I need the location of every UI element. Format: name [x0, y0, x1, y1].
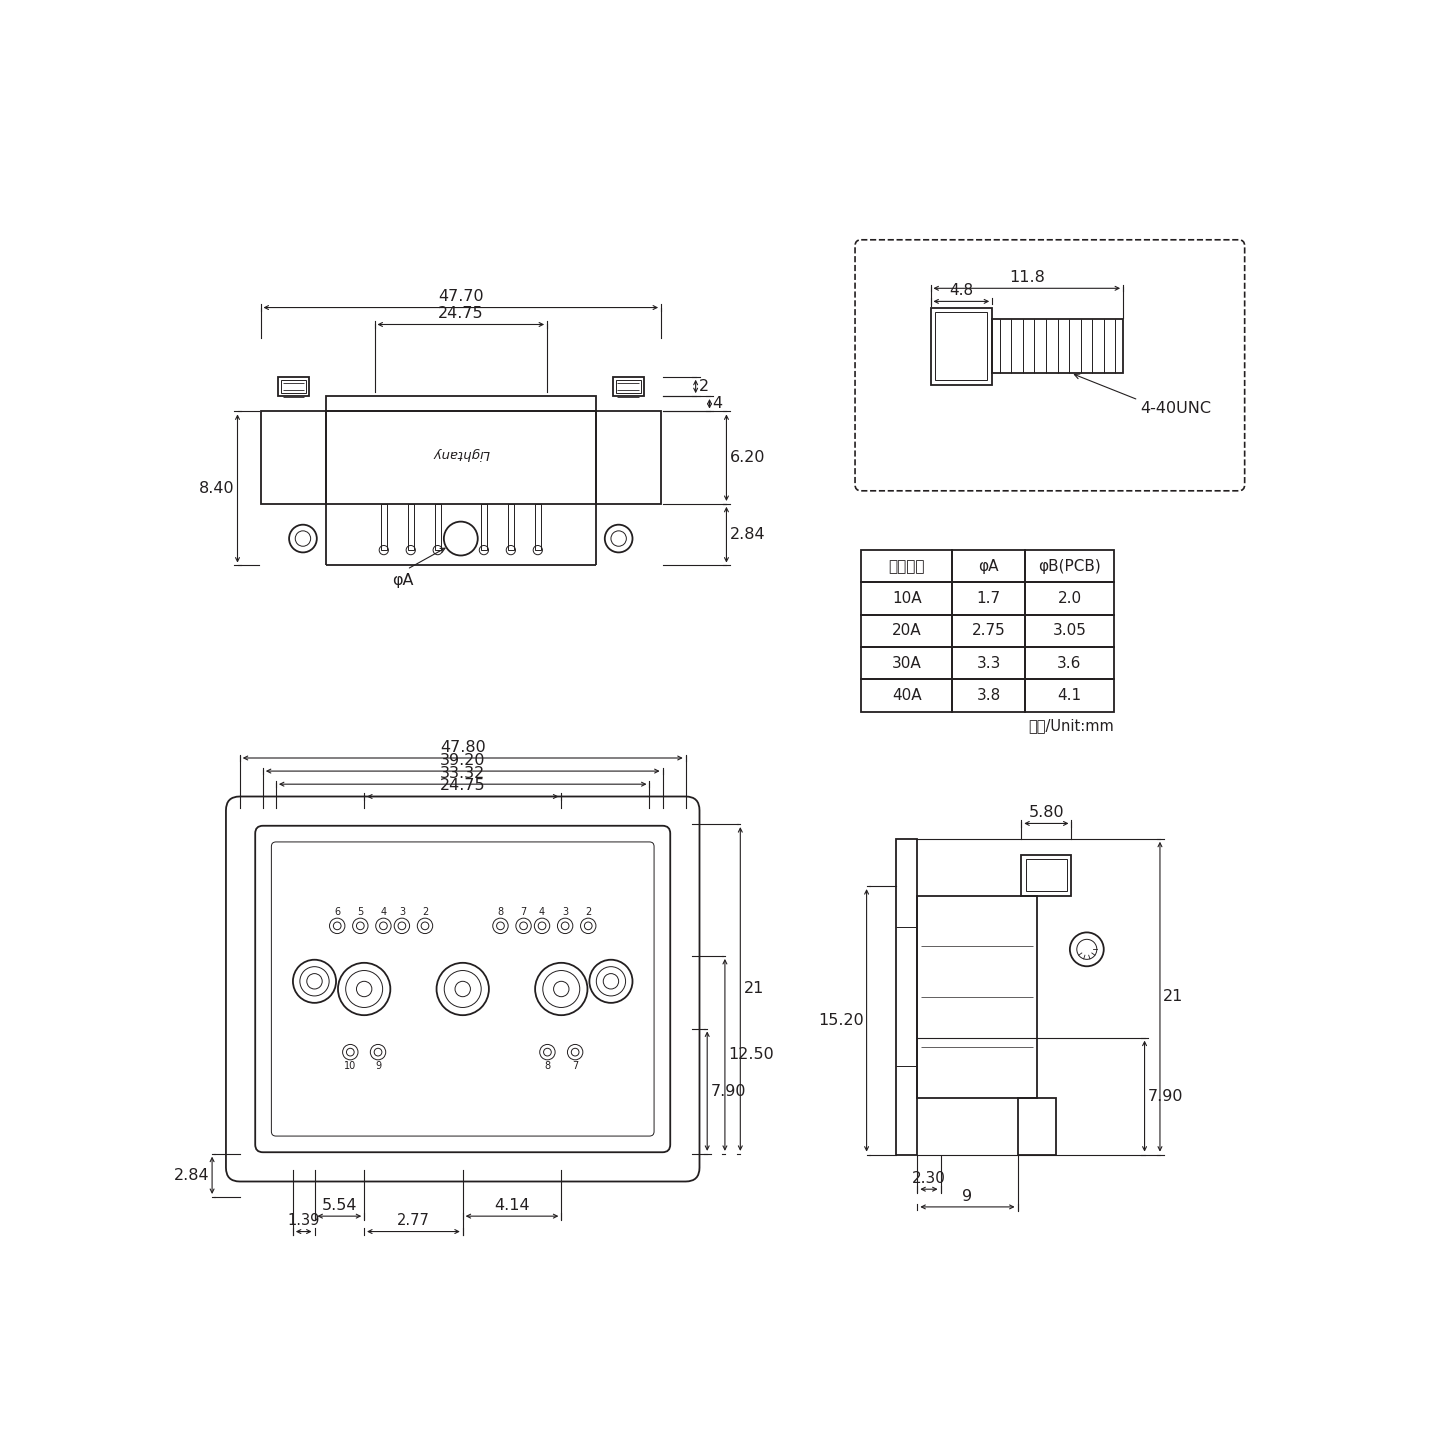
Text: 5.80: 5.80 [1028, 805, 1064, 821]
Bar [613, 377, 644, 396]
Text: 4-40UNC: 4-40UNC [1140, 402, 1211, 416]
Text: Lightany: Lightany [432, 448, 490, 461]
Text: 12.50: 12.50 [729, 1047, 773, 1063]
Text: 10A: 10A [891, 590, 922, 606]
Text: 7.90: 7.90 [710, 1084, 746, 1099]
Text: 10: 10 [344, 1061, 357, 1071]
Bar [952, 582, 1025, 615]
Text: 21: 21 [743, 982, 763, 996]
Text: 15.20: 15.20 [818, 1012, 864, 1028]
Text: 4.8: 4.8 [949, 284, 973, 298]
Text: 20A: 20A [891, 624, 922, 638]
Text: 4.14: 4.14 [494, 1198, 530, 1212]
Bar [861, 680, 952, 711]
Text: 2: 2 [422, 907, 428, 917]
Text: 6: 6 [334, 907, 340, 917]
Bar [861, 582, 952, 615]
Bar [408, 504, 413, 550]
Text: 3.8: 3.8 [976, 688, 1001, 703]
Text: 3.6: 3.6 [1057, 655, 1081, 671]
Text: φA: φA [392, 573, 413, 588]
Bar [952, 680, 1025, 711]
Text: 4: 4 [539, 907, 546, 917]
Text: 1.7: 1.7 [976, 590, 1001, 606]
Text: 30A: 30A [891, 655, 922, 671]
Text: 47.80: 47.80 [439, 740, 485, 755]
Text: 7: 7 [520, 907, 527, 917]
Text: 5.54: 5.54 [321, 1198, 357, 1212]
Bar [1025, 860, 1067, 891]
Bar [952, 647, 1025, 680]
Text: 2.84: 2.84 [173, 1168, 209, 1182]
Text: 24.75: 24.75 [438, 307, 484, 321]
Bar [992, 320, 1123, 373]
Bar [1021, 854, 1071, 896]
Text: 2.84: 2.84 [730, 527, 765, 543]
Bar [861, 647, 952, 680]
Bar [1025, 615, 1113, 647]
Text: 3.3: 3.3 [976, 655, 1001, 671]
Text: 额定电流: 额定电流 [888, 559, 924, 573]
Bar [896, 840, 917, 1155]
Text: 9: 9 [962, 1189, 972, 1204]
Bar [861, 615, 952, 647]
Text: 39.20: 39.20 [441, 753, 485, 768]
Text: 4: 4 [380, 907, 386, 917]
Bar [917, 896, 1037, 1097]
Text: 6.20: 6.20 [730, 451, 765, 465]
Bar [1025, 550, 1113, 582]
Bar [534, 504, 541, 550]
Text: 7: 7 [572, 1061, 579, 1071]
Text: 33.32: 33.32 [441, 766, 485, 780]
Text: 2.0: 2.0 [1057, 590, 1081, 606]
Text: 2.77: 2.77 [397, 1214, 431, 1228]
Bar [508, 504, 514, 550]
Text: 4: 4 [713, 396, 723, 412]
Bar [481, 504, 487, 550]
Text: 2.75: 2.75 [972, 624, 1005, 638]
Bar [861, 550, 952, 582]
Text: 单位/Unit:mm: 单位/Unit:mm [1028, 719, 1113, 733]
Bar [952, 615, 1025, 647]
Bar [930, 308, 992, 384]
Text: 47.70: 47.70 [438, 289, 484, 304]
Text: 3: 3 [562, 907, 569, 917]
Text: 2: 2 [585, 907, 592, 917]
Text: 1.39: 1.39 [288, 1214, 320, 1228]
Bar [952, 550, 1025, 582]
Text: 7.90: 7.90 [1148, 1089, 1184, 1103]
Bar [1025, 647, 1113, 680]
Text: 2: 2 [698, 379, 708, 395]
Text: 21: 21 [1164, 989, 1184, 1004]
Bar [1018, 1097, 1056, 1155]
Bar [1025, 582, 1113, 615]
Bar [1025, 680, 1113, 711]
Bar [325, 412, 596, 504]
Bar [261, 412, 325, 504]
Text: 5: 5 [357, 907, 363, 917]
Bar [596, 412, 661, 504]
Bar [435, 504, 441, 550]
Text: 3: 3 [399, 907, 405, 917]
Bar [278, 377, 308, 396]
Text: 9: 9 [374, 1061, 382, 1071]
Text: φA: φA [978, 559, 999, 573]
Text: 8: 8 [544, 1061, 550, 1071]
Text: 2.30: 2.30 [912, 1171, 946, 1187]
Text: φB(PCB): φB(PCB) [1038, 559, 1100, 573]
Bar [281, 380, 305, 393]
Bar [616, 380, 641, 393]
Text: 11.8: 11.8 [1009, 271, 1044, 285]
Text: 3.05: 3.05 [1053, 624, 1086, 638]
Bar [325, 396, 596, 412]
Bar [380, 504, 387, 550]
Text: 8: 8 [497, 907, 504, 917]
Text: 24.75: 24.75 [439, 779, 485, 793]
Text: 4.1: 4.1 [1057, 688, 1081, 703]
Bar [935, 312, 988, 380]
Text: 40A: 40A [891, 688, 922, 703]
Text: 8.40: 8.40 [199, 481, 235, 495]
